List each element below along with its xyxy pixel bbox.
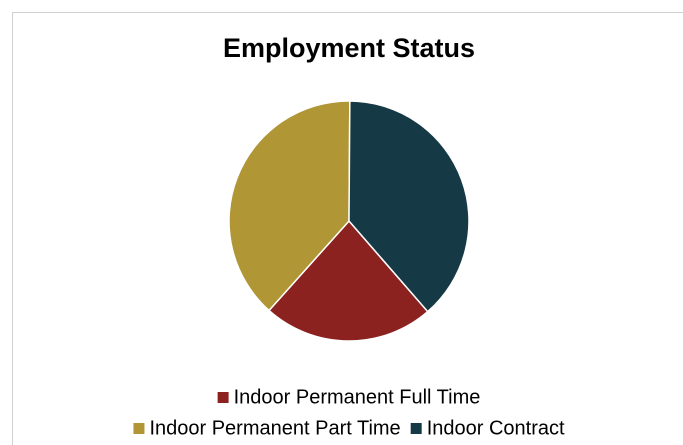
legend-label: Indoor Permanent Full Time: [234, 386, 481, 408]
pie-slice: [348, 100, 470, 313]
legend-swatch: [133, 423, 145, 434]
legend-label: Indoor Contract: [427, 417, 565, 439]
legend-swatch: [217, 392, 229, 403]
pie-slice: [228, 100, 351, 312]
legend-swatch: [410, 423, 422, 434]
pie-slice: [267, 219, 429, 342]
legend-label: Indoor Permanent Part Time: [149, 417, 400, 439]
chart-title: Employment Status: [223, 33, 475, 63]
